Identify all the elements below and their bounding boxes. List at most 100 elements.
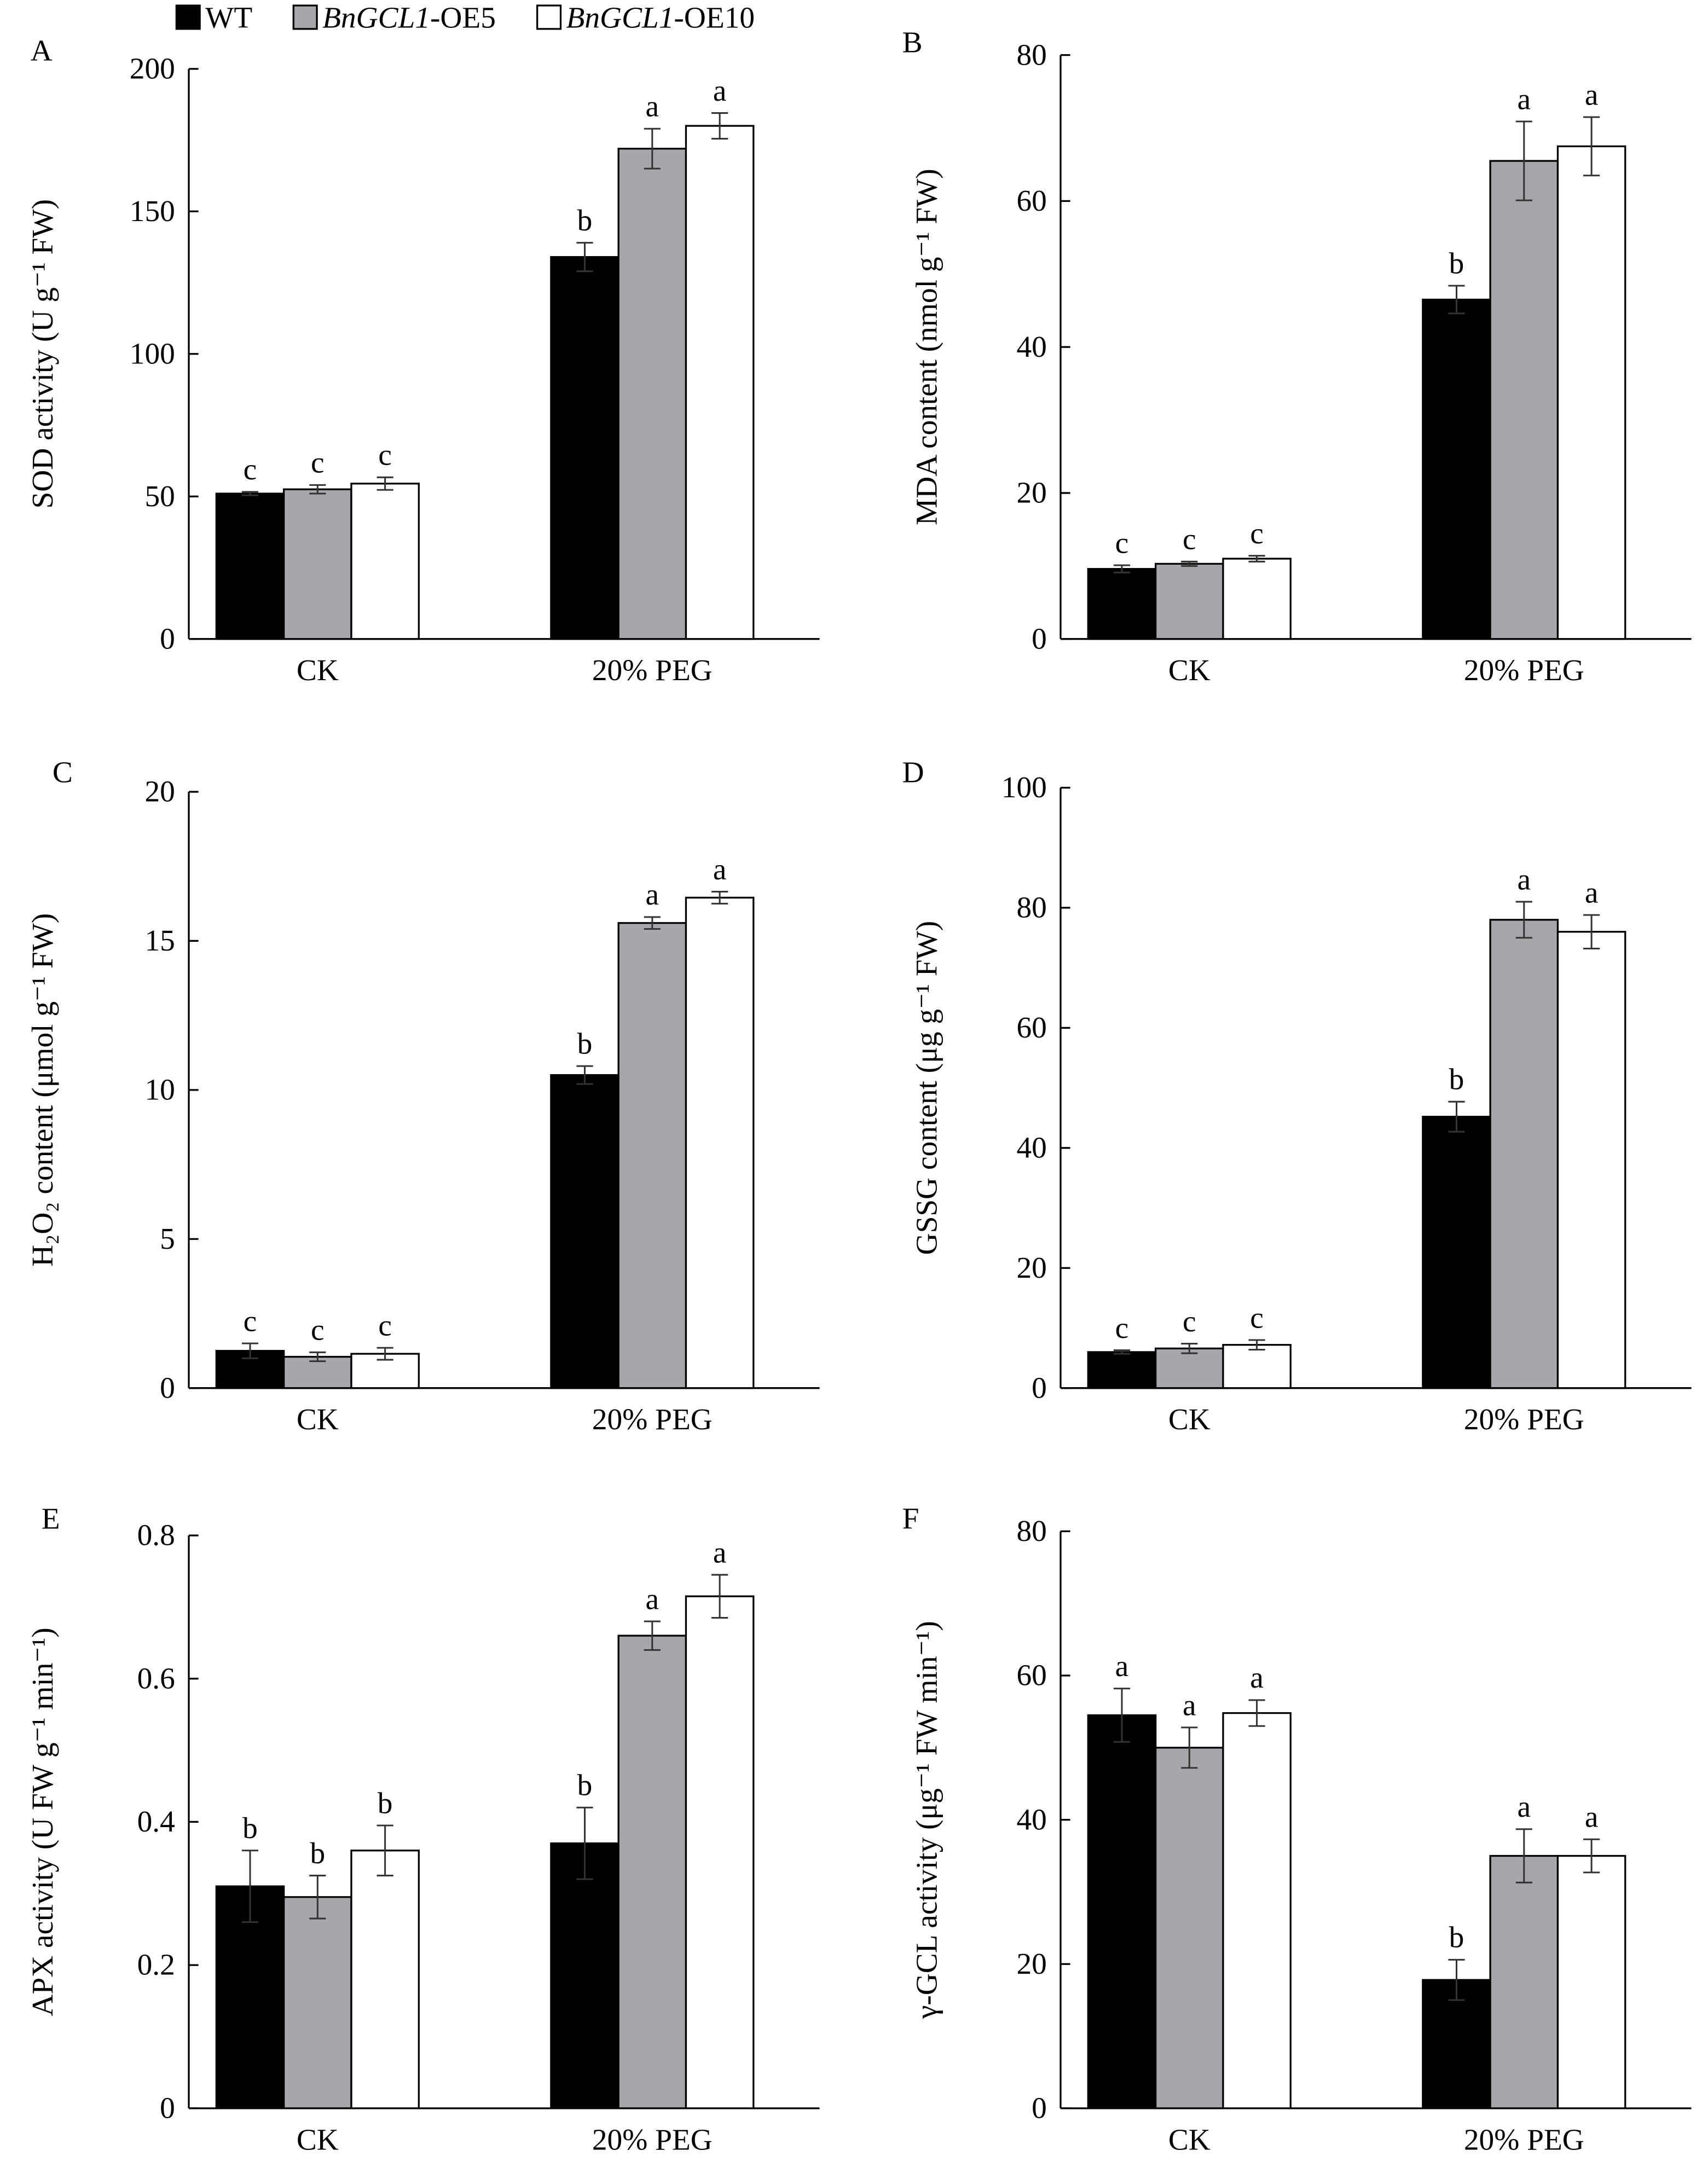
panel-letter: B	[902, 26, 923, 59]
significance-letter: c	[311, 446, 325, 479]
significance-letter: a	[646, 90, 659, 123]
significance-letter: c	[378, 438, 392, 472]
legend-swatch	[292, 4, 318, 30]
y-tick-label: 20	[1016, 476, 1046, 509]
y-tick-label: 0	[160, 2091, 175, 2124]
bar	[1556, 145, 1626, 640]
bar	[685, 1595, 755, 2109]
bar	[1222, 558, 1292, 640]
significance-letter: c	[1183, 1305, 1196, 1338]
significance-letter: b	[310, 1836, 325, 1870]
significance-letter: a	[713, 74, 727, 107]
legend-gene-name: BnGCL1	[566, 1, 674, 34]
significance-letter: a	[1518, 1790, 1531, 1823]
y-tick-label: 80	[1016, 891, 1046, 924]
significance-letter: a	[1585, 876, 1599, 909]
y-tick-label: 0	[160, 1371, 175, 1404]
legend-label: BnGCL1-OE5	[322, 1, 496, 34]
bar	[1556, 1854, 1626, 2109]
bar	[1087, 568, 1157, 640]
panel-letter: D	[902, 755, 924, 789]
x-category-label: CK	[1168, 653, 1211, 687]
bar	[1222, 1712, 1292, 2109]
bar	[617, 922, 687, 1389]
bar	[550, 256, 619, 640]
x-category-label: 20% PEG	[1464, 1402, 1584, 1436]
bar	[617, 148, 687, 640]
y-axis-label: GSSG content (μg g⁻¹ FW)	[910, 921, 943, 1255]
significance-letter: a	[1518, 82, 1531, 115]
chart-panel-f: F 0 20 40 60 80 γ-GCL activity (μg⁻¹ FW min⁻¹)…	[902, 1502, 1692, 2156]
bar	[283, 488, 352, 640]
y-tick-label: 20	[1016, 1947, 1046, 1980]
significance-letter: a	[1585, 1800, 1599, 1834]
bar	[283, 1896, 352, 2109]
bar	[685, 125, 755, 640]
x-category-label: CK	[1168, 1402, 1211, 1436]
y-tick-label: 150	[130, 194, 175, 228]
x-category-label: 20% PEG	[1464, 2123, 1584, 2156]
bar	[1154, 1347, 1224, 1389]
y-axis-label: MDA content (nmol g⁻¹ FW)	[910, 169, 943, 525]
y-tick-label: 20	[1016, 1251, 1046, 1284]
panel-letter: F	[902, 1502, 919, 1535]
significance-letter: a	[1183, 1688, 1196, 1722]
significance-letter: a	[713, 1535, 727, 1569]
bar	[215, 1885, 285, 2109]
y-tick-label: 0.4	[137, 1805, 175, 1838]
x-category-label: CK	[1168, 2123, 1211, 2156]
y-tick-label: 0	[1032, 1371, 1047, 1404]
significance-letter: b	[1449, 1921, 1464, 1954]
legend-label: BnGCL1-OE10	[566, 1, 755, 34]
significance-letter: c	[1115, 1311, 1129, 1344]
legend: WT BnGCL1-OE5 BnGCL1-OE10	[175, 1, 755, 34]
y-axis-label: γ-GCL activity (μg⁻¹ FW min⁻¹)	[910, 1621, 943, 2019]
chart-panel-e: E 0 0.2 0.4 0.6 0.8 APX activity (U FW g⁻¹ min…	[26, 1502, 820, 2156]
chart-panel-c: C 0 5 10 15 20 H₂O₂ content (μmol g⁻¹ FW) CK c c c…	[26, 755, 820, 1436]
bar	[617, 1634, 687, 2109]
y-tick-label: 0	[1032, 2091, 1047, 2124]
y-tick-label: 200	[130, 51, 175, 85]
legend-gene-name: BnGCL1	[322, 1, 430, 34]
bar	[685, 896, 755, 1389]
panel-letter: A	[31, 34, 53, 67]
y-tick-label: 0.8	[137, 1518, 175, 1552]
significance-letter: b	[577, 1027, 593, 1060]
bar	[1489, 160, 1559, 640]
y-tick-label: 0.2	[137, 1948, 175, 1981]
legend-line-name: WT	[205, 1, 252, 34]
significance-letter: a	[646, 878, 659, 911]
legend-label: WT	[205, 1, 252, 34]
significance-letter: b	[1449, 246, 1464, 280]
y-tick-label: 80	[1016, 38, 1046, 71]
significance-letter: a	[1518, 862, 1531, 896]
significance-letter: c	[244, 1304, 257, 1337]
significance-letter: b	[577, 204, 593, 237]
y-tick-label: 100	[1001, 770, 1047, 804]
y-tick-label: 40	[1016, 330, 1046, 363]
bar	[350, 483, 420, 640]
bar	[1422, 1116, 1491, 1389]
significance-letter: c	[1183, 523, 1196, 556]
bar	[550, 1842, 619, 2109]
y-tick-label: 100	[130, 337, 175, 370]
x-category-label: CK	[297, 2123, 339, 2156]
y-tick-label: 60	[1016, 1659, 1046, 1692]
y-tick-label: 80	[1016, 1514, 1046, 1547]
significance-letter: a	[1115, 1649, 1129, 1683]
legend-line-name: -OE5	[430, 1, 496, 34]
bar	[1087, 1351, 1157, 1389]
bar	[1222, 1344, 1292, 1389]
bar	[350, 1850, 420, 2109]
y-tick-label: 0	[1032, 622, 1047, 655]
bar	[1556, 931, 1626, 1389]
y-tick-label: 5	[160, 1222, 175, 1255]
y-tick-label: 40	[1016, 1802, 1046, 1836]
x-category-label: 20% PEG	[1464, 653, 1584, 687]
panel-letter: C	[53, 755, 73, 789]
significance-letter: a	[1250, 1661, 1264, 1694]
y-tick-label: 0	[160, 622, 175, 655]
x-category-label: 20% PEG	[592, 1402, 713, 1436]
chart-panel-d: D 0 20 40 60 80 100 GSSG content (μg g⁻¹ FW) CK c…	[902, 755, 1692, 1436]
legend-line-name: -OE10	[674, 1, 755, 34]
